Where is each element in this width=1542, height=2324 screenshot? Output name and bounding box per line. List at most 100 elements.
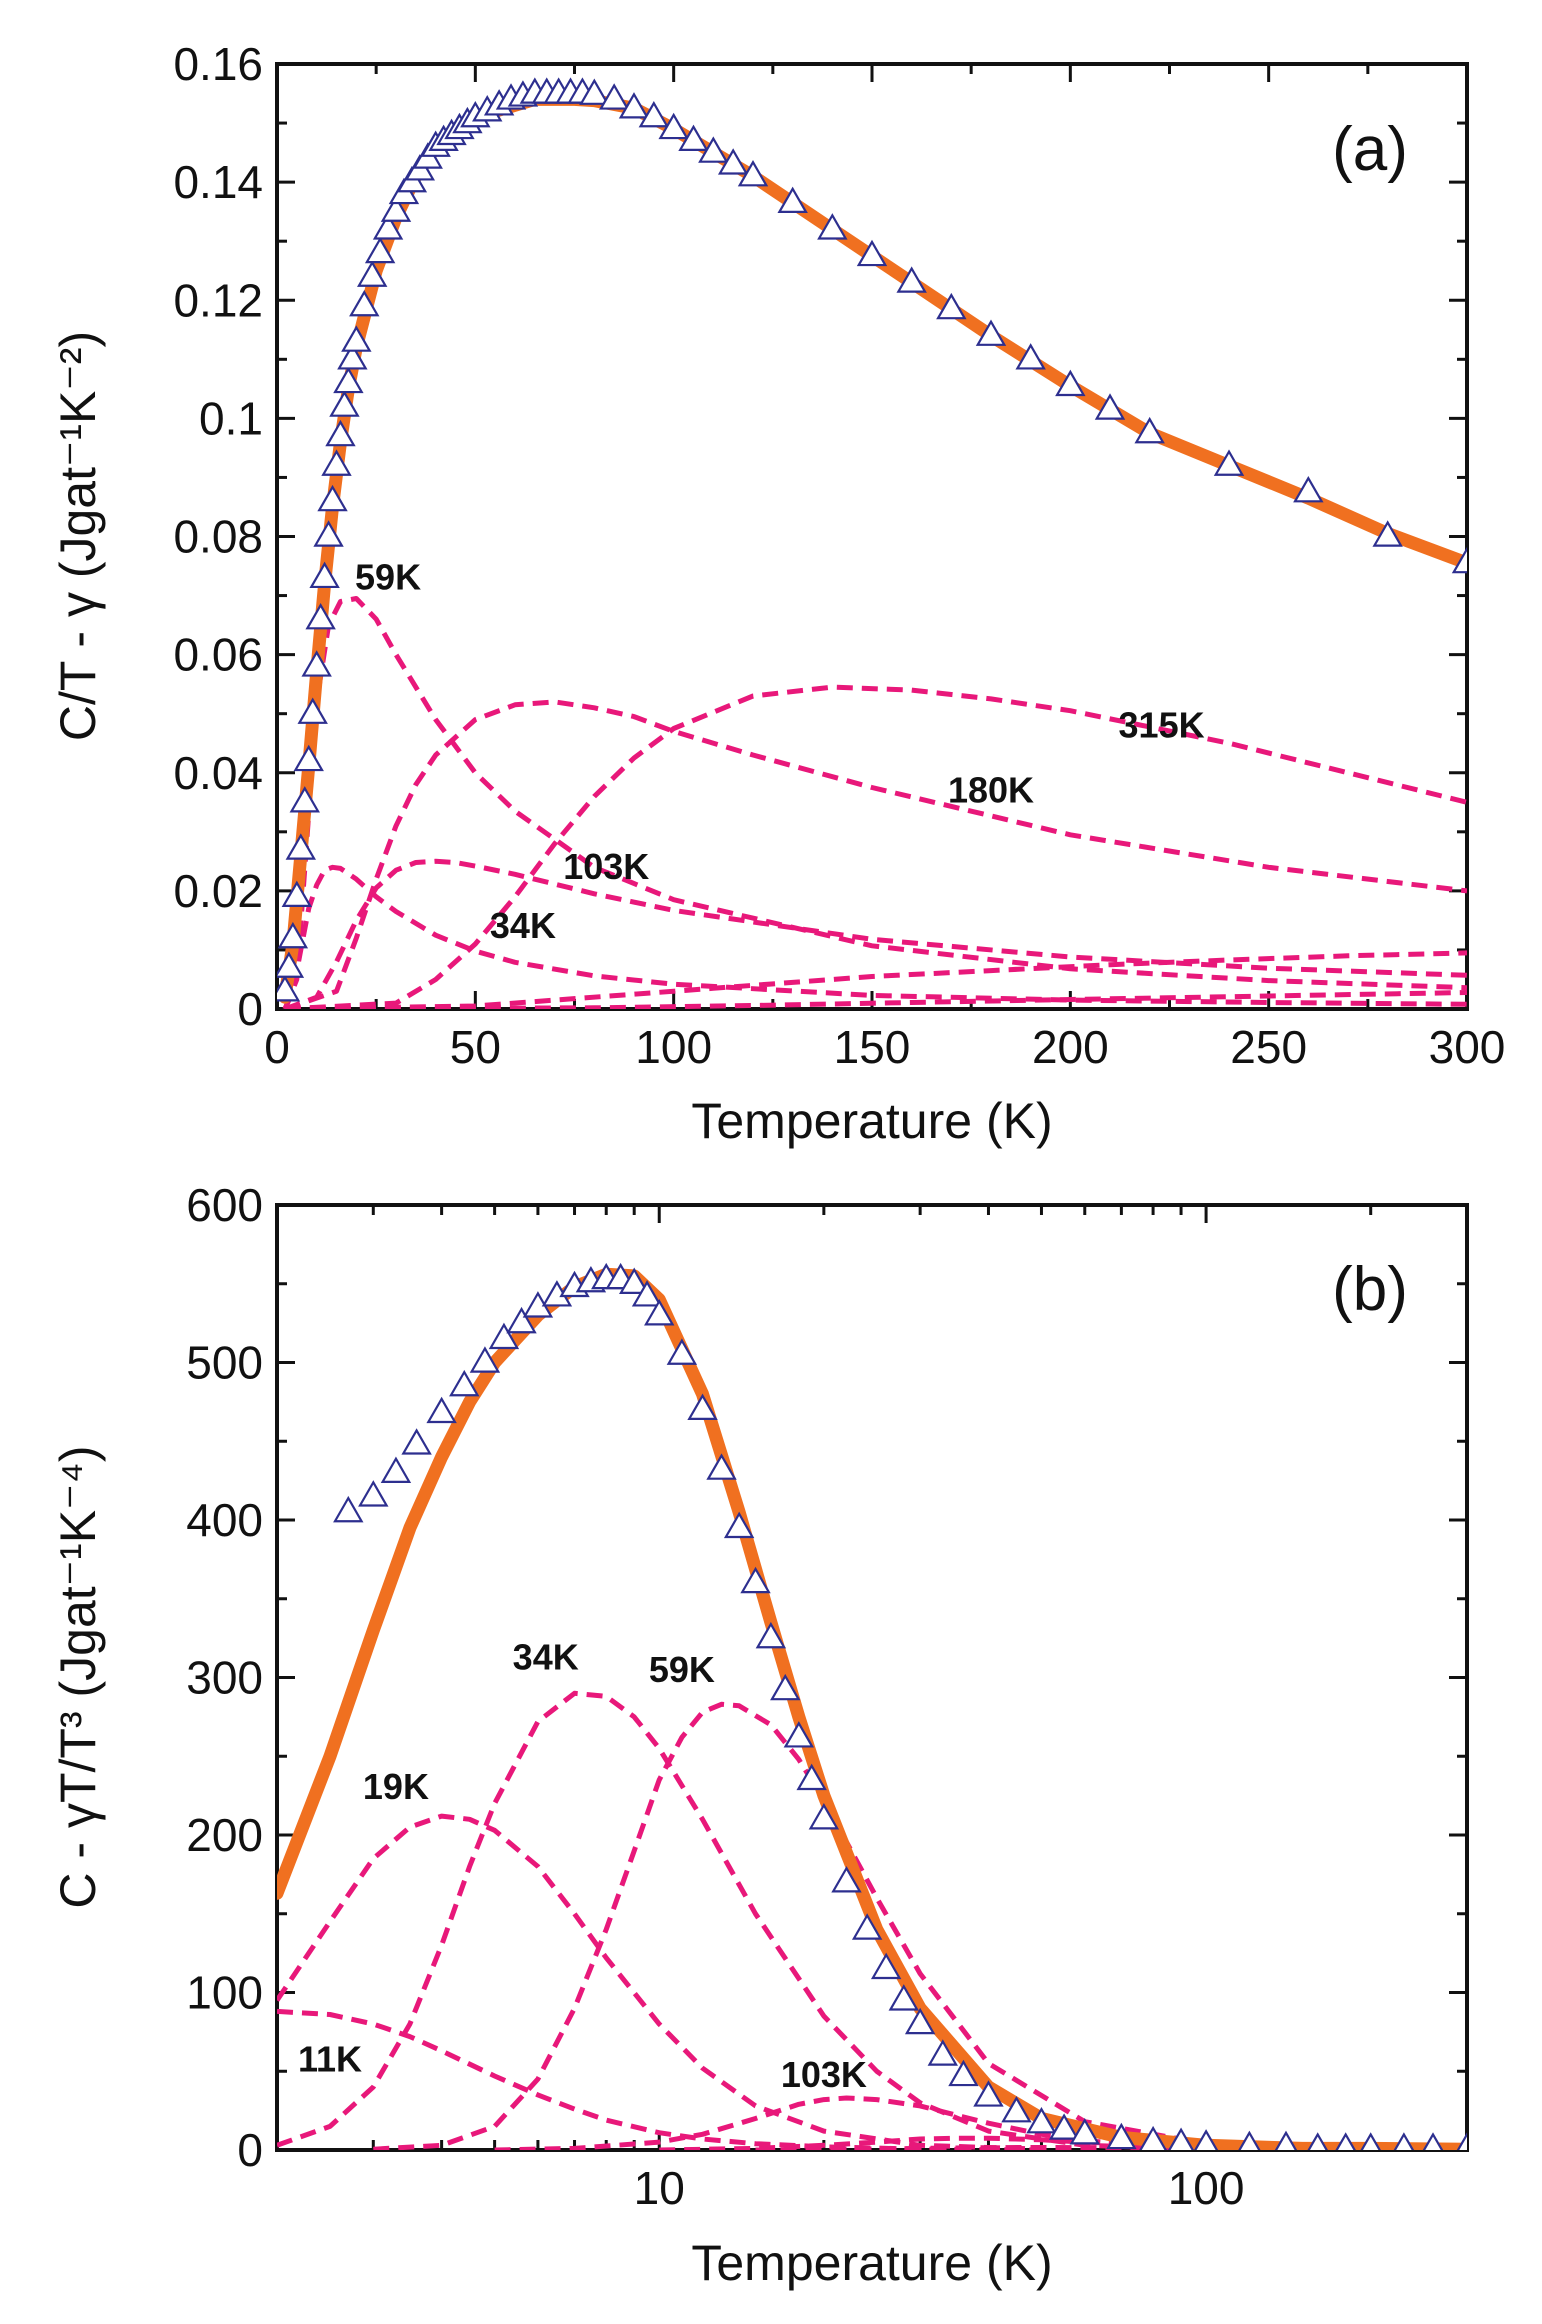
series-11K-curve (277, 2008, 1042, 2150)
y-tick-label: 100 (186, 1967, 263, 2019)
curve-label: 34K (513, 1637, 579, 1678)
data-point-marker (687, 1393, 718, 1420)
panel-b-label: (b) (1332, 1255, 1408, 1324)
data-point-marker (831, 1866, 862, 1893)
data-point-marker (975, 319, 1007, 346)
curve-label: 59K (355, 557, 421, 598)
curve-label: 315K (1119, 704, 1205, 745)
series-19K-curve (277, 1813, 1042, 2150)
data-point-marker (927, 2039, 958, 2066)
data-point-marker (755, 1621, 787, 1649)
x-tick-label: 100 (1168, 2162, 1245, 2214)
panel-b-frame (275, 1203, 1469, 2152)
data-point-marker (706, 1453, 737, 1480)
data-point-marker (380, 195, 412, 222)
data-point-marker (277, 951, 305, 978)
data-point-marker (469, 1346, 501, 1373)
panel-a-x-axis-title: Temperature (K) (691, 1093, 1052, 1149)
data-point-marker (618, 92, 650, 119)
series-315K-curve (284, 990, 1467, 1009)
x-tick-label: 10 (634, 2162, 685, 2214)
panel-a-label: (a) (1332, 115, 1408, 184)
panel-b-tick-labels: 0 100 200 300 400 500 600 10 100 (186, 1179, 1244, 2214)
data-point-marker (1106, 2122, 1137, 2150)
data-point-marker (1274, 2130, 1298, 2150)
data-point-marker (321, 449, 352, 476)
x-tick-label: 300 (1429, 1021, 1506, 1073)
y-tick-label: 0.08 (173, 511, 263, 563)
data-point-marker (1335, 2132, 1356, 2150)
data-point-marker (289, 786, 320, 813)
data-point-marker (325, 419, 356, 447)
data-point-marker (777, 186, 808, 213)
data-point-marker (783, 1721, 815, 1748)
data-point-marker (1015, 343, 1046, 370)
data-point-marker (1055, 369, 1086, 397)
data-point-marker (1307, 2132, 1328, 2150)
data-point-marker (1048, 2113, 1080, 2140)
data-point-marker (333, 1495, 364, 1523)
curve-label: 11K (298, 2038, 362, 2079)
data-point-marker (870, 1952, 902, 1980)
data-point-marker (305, 602, 336, 630)
data-point-marker (737, 160, 769, 187)
data-point-marker (1001, 2095, 1032, 2123)
y-tick-label: 500 (186, 1337, 263, 1389)
data-point-marker (1026, 2107, 1057, 2134)
data-point-marker (1134, 416, 1165, 444)
panel-b-annotations: 34K 59K 19K 11K 103K (298, 1637, 867, 2095)
data-point-marker (973, 2080, 1004, 2107)
data-point-marker (678, 124, 709, 151)
series-19K-curve (282, 596, 1467, 1009)
data-point-marker (1213, 449, 1245, 476)
panel-b: 0 100 200 300 400 500 600 10 100 34K 59K 19K 11K 103… (50, 1179, 1469, 2291)
x-tick-label: 50 (450, 1021, 501, 1073)
series-data-markers (333, 1262, 1467, 2150)
data-point-marker (281, 880, 313, 907)
data-point-marker (817, 213, 848, 240)
data-point-marker (631, 1280, 663, 1307)
data-point-marker (401, 1428, 432, 1455)
y-tick-label: 0.04 (173, 747, 263, 799)
data-point-marker (1238, 2130, 1261, 2150)
y-tick-label: 0.02 (173, 865, 263, 917)
data-point-marker (277, 975, 301, 1002)
panel-b-x-axis-title: Temperature (K) (691, 2235, 1052, 2291)
series-315K-curve (755, 2145, 1467, 2150)
data-point-marker (313, 520, 344, 547)
data-point-marker (380, 1456, 412, 1483)
x-tick-label: 0 (264, 1021, 290, 1073)
data-point-marker (948, 2059, 979, 2087)
data-point-marker (372, 213, 404, 240)
x-tick-label: 200 (1032, 1021, 1109, 1073)
series-34K-curve (284, 858, 1467, 1009)
series-34K-curve (277, 1690, 1207, 2150)
curve-label: 19K (363, 1766, 429, 1807)
panel-b-plot-area (277, 1262, 1467, 2150)
data-point-marker (297, 697, 328, 724)
panel-b-y-axis-title: C - γT/T³ (Jgat⁻¹K⁻⁴) (50, 1445, 106, 1908)
data-point-marker (808, 1803, 840, 1830)
data-point-marker (488, 1322, 520, 1350)
data-point-marker (904, 2007, 936, 2035)
data-point-marker (717, 148, 749, 175)
data-point-marker (770, 1673, 801, 1701)
data-point-marker (333, 366, 364, 394)
curve-label: 59K (649, 1649, 715, 1690)
series-180K-curve (659, 2135, 1467, 2150)
curve-label: 103K (563, 846, 649, 887)
y-tick-label: 0.12 (173, 274, 263, 326)
data-point-marker (936, 292, 967, 320)
data-point-marker (349, 289, 380, 317)
curve-label: 34K (490, 905, 556, 946)
data-point-marker (851, 1913, 883, 1940)
panel-a-tick-labels: 0 0.02 0.04 0.06 0.08 0.1 0.12 0.14 0.16 0 50 100 15… (173, 38, 1505, 1073)
x-tick-label: 100 (635, 1021, 712, 1073)
x-tick-label: 250 (1230, 1021, 1307, 1073)
data-point-marker (740, 1566, 771, 1594)
data-point-marker (317, 484, 348, 512)
data-point-marker (619, 1267, 650, 1294)
y-tick-label: 0.06 (173, 629, 263, 681)
data-point-marker (426, 1396, 457, 1424)
data-point-marker (1293, 475, 1324, 503)
